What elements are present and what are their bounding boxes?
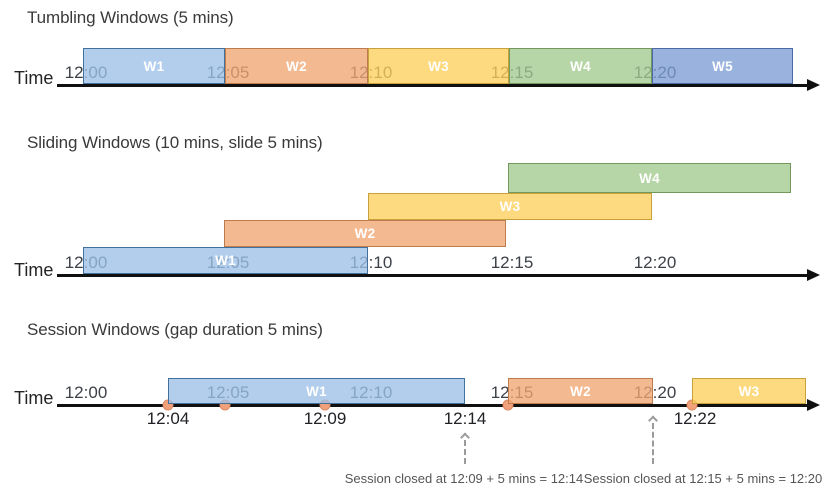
event-time-label: 12:14 <box>443 409 487 428</box>
annotation-text: Session closed at 12:09 + 5 mins = 12:14 <box>344 471 584 486</box>
sliding-title: Sliding Windows (10 mins, slide 5 mins) <box>27 133 323 152</box>
window-label: W1 <box>215 253 236 268</box>
event-time-label: 12:22 <box>673 409 717 428</box>
tumbling-window-w3: W3 <box>368 48 509 84</box>
sliding-window-w1: W1 <box>83 247 368 274</box>
window-label: W5 <box>712 58 733 74</box>
annotation-arrow <box>652 423 654 464</box>
tumbling-window-w5: W5 <box>652 48 793 84</box>
session-axis-label: Time <box>14 388 54 408</box>
window-label: W1 <box>306 383 327 399</box>
tick-label: 12:20 <box>633 253 677 272</box>
tumbling-timeline <box>57 84 807 87</box>
annotation-arrow <box>464 440 466 464</box>
tumbling-timeline-arrowhead-icon <box>807 79 820 91</box>
sliding-axis-label: Time <box>14 260 54 280</box>
event-time-label: 12:09 <box>303 409 347 428</box>
tumbling-axis-label: Time <box>14 68 54 88</box>
window-label: W4 <box>570 58 591 74</box>
sliding-timeline <box>57 274 807 277</box>
sliding-window-w3: W3 <box>368 193 652 220</box>
session-timeline-arrowhead-icon <box>807 399 820 411</box>
session-window-w1: W1 <box>168 378 465 404</box>
window-label: W1 <box>143 58 165 74</box>
sliding-window-w2: W2 <box>224 220 506 247</box>
session-title: Session Windows (gap duration 5 mins) <box>27 320 323 339</box>
window-label: W2 <box>354 226 376 241</box>
window-label: W3 <box>499 199 521 214</box>
session-window-w3: W3 <box>692 378 806 404</box>
window-label: W3 <box>428 58 449 74</box>
window-label: W2 <box>570 383 591 399</box>
session-timeline <box>57 404 807 407</box>
annotation-text: Session closed at 12:15 + 5 mins = 12:20 <box>583 471 823 486</box>
tumbling-window-w2: W2 <box>225 48 368 84</box>
event-time-label: 12:04 <box>146 409 190 428</box>
tumbling-title: Tumbling Windows (5 mins) <box>27 8 234 27</box>
sliding-window-w4: W4 <box>508 163 791 193</box>
window-label: W3 <box>738 383 760 399</box>
tick-label: 12:15 <box>490 253 534 272</box>
session-window-w2: W2 <box>508 378 653 404</box>
tick-label: 12:00 <box>64 383 108 402</box>
tumbling-window-w1: W1 <box>83 48 225 84</box>
sliding-timeline-arrowhead-icon <box>807 269 820 281</box>
tumbling-window-w4: W4 <box>509 48 652 84</box>
window-label: W2 <box>286 58 307 74</box>
window-label: W4 <box>639 170 660 186</box>
